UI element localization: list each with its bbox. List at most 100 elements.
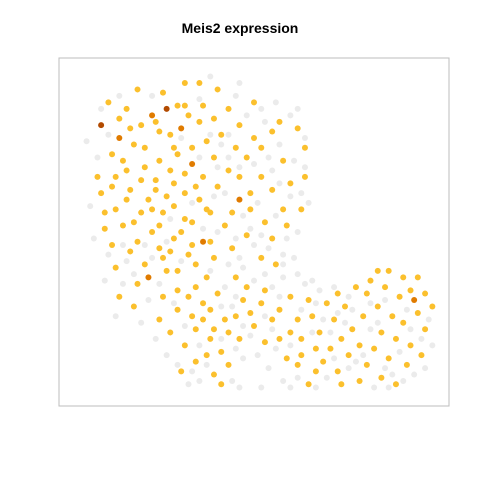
background-cell-point [218,303,225,310]
expression-point [181,190,188,197]
expression-point [141,164,148,171]
background-cell-point [349,306,356,313]
expression-point [272,261,279,268]
expression-point [152,118,159,125]
background-cell-point [251,241,257,248]
background-cell-point [287,193,294,200]
background-cell-point [138,319,145,326]
expression-point [189,144,196,151]
expression-point [301,173,308,180]
background-cell-point [119,241,126,248]
expression-point [200,173,207,180]
plot-frame [58,57,450,407]
expressing-cells-layer [94,79,436,388]
expression-point [225,105,232,112]
background-cell-point [185,381,192,388]
expression-point [363,361,370,368]
expression-point [280,206,287,213]
expression-point [156,316,163,323]
expression-point [392,381,399,388]
background-cell-point [254,199,261,206]
background-cell-point [422,365,429,372]
background-cell-point [382,297,389,304]
expression-point [185,251,192,258]
expression-point [356,378,363,385]
expression-point [232,144,239,151]
expression-point [251,135,257,142]
background-cell-point [251,160,257,167]
expression-point [298,352,305,359]
expression-point [345,352,352,359]
background-cell-point [236,384,243,391]
background-cell-point [178,258,185,265]
expression-point [429,303,436,310]
background-cell-point [240,212,247,219]
expression-point [189,241,196,248]
expression-point [152,186,159,193]
expression-point [298,206,305,213]
expression-point [294,316,301,323]
expression-point [123,167,130,174]
background-cell-point [232,92,239,99]
background-cell-point [280,261,287,268]
expression-point [138,177,145,184]
expression-point [360,313,367,320]
expression-point [189,160,196,167]
background-cell-point [210,193,217,200]
background-cell-point [269,167,276,174]
expression-point [258,254,265,261]
expression-point [112,264,119,271]
background-cell-point [382,365,389,372]
background-cell-point [218,335,225,342]
expression-point [269,235,276,242]
background-cell-point [149,254,156,261]
expression-point [196,79,203,86]
background-cell-point [258,384,265,391]
background-cell-point [145,297,152,304]
expression-point [276,335,283,342]
expression-point [127,125,134,132]
expression-point [221,222,228,229]
expression-point [214,183,221,190]
expression-point [269,186,276,193]
background-cell-point [400,378,407,385]
expression-point [156,222,163,229]
expression-point [105,99,112,106]
expression-point [414,310,421,316]
expression-point [163,267,170,274]
background-cell-point [105,131,112,138]
expression-point [174,267,181,274]
expression-point [378,329,385,336]
expression-point [94,173,101,180]
background-cell-point [163,352,170,359]
expression-point [338,335,345,342]
background-cell-point [320,316,327,323]
background-cell-point [276,180,283,187]
expression-point [247,206,254,213]
background-cell-point [287,112,294,119]
expression-point [374,303,381,310]
expression-point [385,355,392,362]
expression-point [149,229,156,235]
background-cell-point [152,335,159,342]
expression-point [178,125,185,132]
expression-point [109,241,116,248]
expression-point [123,196,130,203]
expression-point [342,303,348,310]
background-cell-point [251,277,257,284]
expression-point [247,190,254,197]
expression-point [174,306,181,313]
background-cell-point [425,316,432,323]
background-cell-point [218,141,225,148]
background-cell-point [119,280,126,287]
expression-point [210,154,217,161]
background-cell-point [345,293,352,300]
background-cell-point [309,277,316,284]
background-cell-point [323,374,330,381]
background-cell-point [280,251,287,258]
background-cell-point [291,157,298,164]
background-cell-point [247,225,254,232]
background-cell-point [261,118,268,125]
expression-point [196,118,203,125]
expression-point [392,335,399,342]
